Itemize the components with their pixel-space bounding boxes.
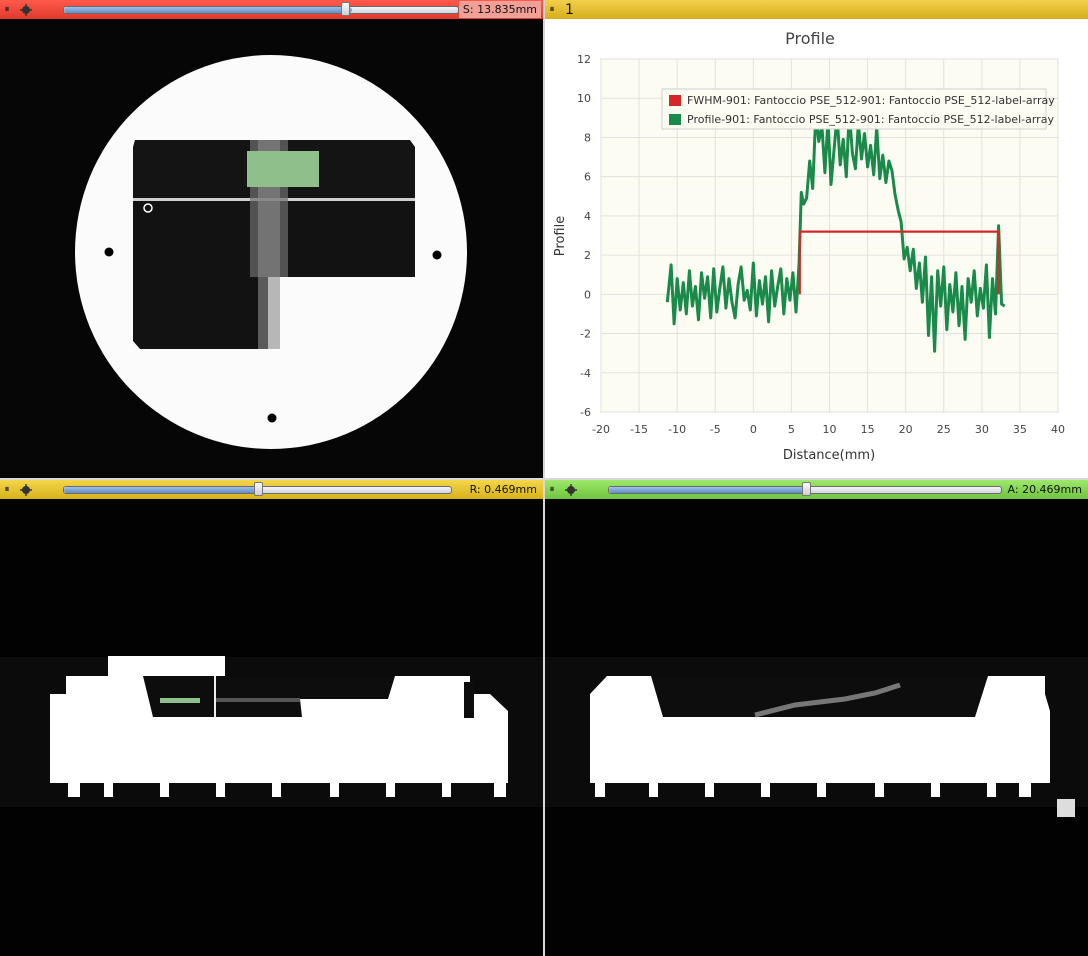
green-slice-view[interactable]: ⏸ A: 20.469mm <box>545 480 1088 956</box>
red-slice-offset-readout: S: 13.835mm <box>458 1 541 18</box>
x-tick-label: -5 <box>710 423 721 436</box>
profile-series-line <box>665 110 1006 353</box>
chart-title: Profile <box>785 29 835 48</box>
x-tick-label: 20 <box>899 423 913 436</box>
chart-area: Profile 12 10 8 6 4 2 0 -2 -4 -6 -20 -15 -10 -5 0 5 10 1… <box>545 19 1088 478</box>
yellow-image-viewport[interactable] <box>0 499 543 956</box>
red-view-controller-bar: ⏸ S: 13.835mm <box>0 0 543 19</box>
chart-view[interactable]: ⏸ 1 Profile 12 10 8 6 4 2 0 -2 -4 -6 -20 -15 -10 -5 0… <box>545 0 1088 478</box>
legend-entry: Profile-901: Fantoccio PSE_512-901: Fant… <box>687 113 1054 126</box>
x-tick-label: 10 <box>823 423 837 436</box>
x-tick-label: 35 <box>1013 423 1027 436</box>
red-slice-slider[interactable] <box>63 2 459 16</box>
fwhm-series-line <box>798 230 1000 295</box>
legend-entry: FWHM-901: Fantoccio PSE_512-901: Fantocc… <box>687 94 1055 107</box>
y-tick-label: -4 <box>580 367 591 380</box>
y-tick-label: 2 <box>584 249 591 262</box>
pin-icon[interactable]: ⏸ <box>4 484 10 495</box>
x-tick-label: -10 <box>668 423 686 436</box>
green-image-viewport[interactable] <box>545 499 1088 956</box>
y-tick-label: -2 <box>580 328 591 341</box>
pin-icon[interactable]: ⏸ <box>549 4 555 15</box>
x-tick-label: 25 <box>937 423 951 436</box>
link-icon[interactable] <box>14 0 38 19</box>
label-overlay <box>247 151 319 187</box>
y-tick-label: 0 <box>584 288 591 301</box>
pin-icon[interactable]: ⏸ <box>4 4 10 15</box>
layout-number-label: 1 <box>565 1 574 18</box>
chart-view-controller-bar: ⏸ 1 <box>545 0 1088 19</box>
x-tick-label: 15 <box>861 423 875 436</box>
y-tick-label: 4 <box>584 210 591 223</box>
yellow-slider-knob[interactable] <box>254 482 263 496</box>
green-slice-slider[interactable] <box>608 482 1002 496</box>
green-slider-knob[interactable] <box>802 482 811 496</box>
y-tick-label: -6 <box>580 406 591 419</box>
link-icon[interactable] <box>559 480 583 499</box>
horizontal-divider <box>0 478 1088 480</box>
y-tick-label: 12 <box>577 53 591 66</box>
legend-swatch <box>669 95 681 106</box>
legend-box <box>661 88 1047 130</box>
x-tick-label: 0 <box>750 423 757 436</box>
y-axis-label: Profile <box>553 216 568 256</box>
y-tick-label: 8 <box>584 131 591 144</box>
x-tick-label: -15 <box>630 423 648 436</box>
y-tick-label: 10 <box>577 92 591 105</box>
x-axis-label: Distance(mm) <box>783 448 875 463</box>
yellow-slice-slider[interactable] <box>63 482 452 496</box>
x-tick-label: 40 <box>1051 423 1065 436</box>
red-slice-view[interactable]: ⏸ S: 13.835mm <box>0 0 543 478</box>
x-tick-label: 30 <box>975 423 989 436</box>
red-image-viewport[interactable] <box>0 19 543 478</box>
green-view-controller-bar: ⏸ A: 20.469mm <box>545 480 1088 499</box>
pin-icon[interactable]: ⏸ <box>549 484 555 495</box>
yellow-view-controller-bar: ⏸ R: 0.469mm <box>0 480 543 499</box>
link-icon[interactable] <box>14 480 38 499</box>
x-tick-label: -20 <box>592 423 610 436</box>
legend-swatch <box>669 114 681 125</box>
yellow-slice-offset-readout: R: 0.469mm <box>469 483 537 496</box>
y-tick-label: 6 <box>584 171 591 184</box>
chart-legend: FWHM-901: Fantoccio PSE_512-901: Fantocc… <box>661 88 1055 130</box>
yellow-slice-view[interactable]: ⏸ R: 0.469mm <box>0 480 543 956</box>
green-slice-offset-readout: A: 20.469mm <box>1007 483 1082 496</box>
x-tick-label: 5 <box>788 423 795 436</box>
red-slider-knob[interactable] <box>341 2 350 16</box>
